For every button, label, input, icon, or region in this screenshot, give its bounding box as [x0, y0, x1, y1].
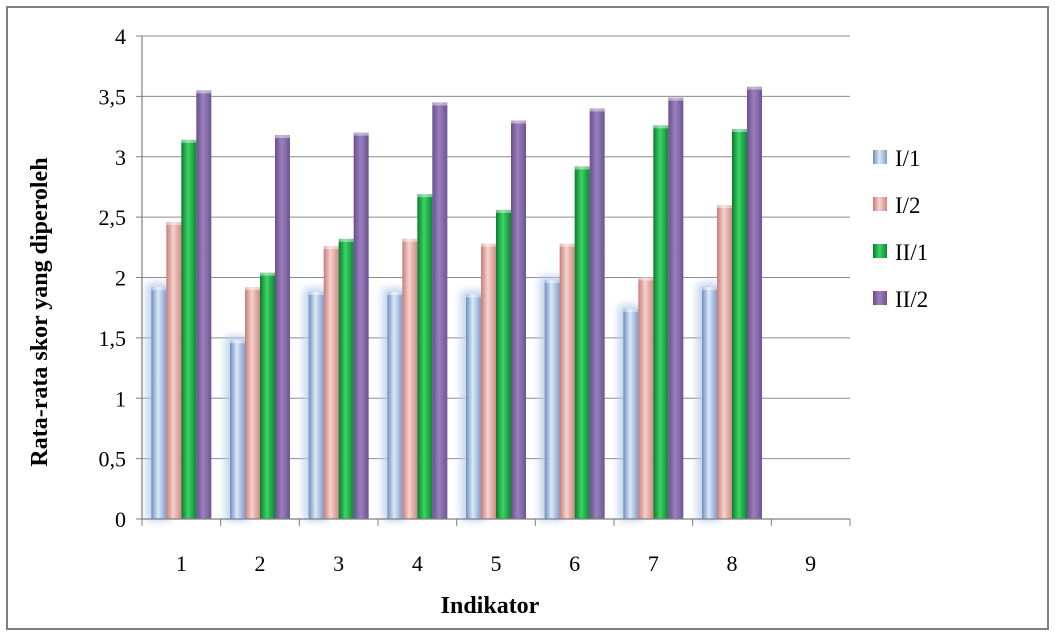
bar-ii-1-6: [574, 166, 590, 519]
bar-cap: [417, 194, 433, 198]
x-tick-label: 1: [176, 551, 187, 576]
legend-swatch: [873, 197, 887, 211]
bar-i-2-6: [559, 243, 575, 519]
bar-i-1-4: [387, 291, 403, 519]
x-tick-label: 3: [333, 551, 344, 576]
bar-cap: [432, 102, 448, 106]
bar-ii-2-3: [353, 132, 369, 519]
bar-ii-1-3: [338, 238, 354, 520]
bar-i-2-1: [166, 221, 182, 519]
legend-swatch: [873, 244, 887, 258]
bar-ii-2-2: [275, 135, 290, 519]
bar-ii-1-2: [260, 272, 275, 519]
bar-i-2-7: [638, 277, 654, 519]
legend-label: I/2: [895, 193, 921, 218]
y-axis-tick-labels: 0 0,5 1 1,5 2 2,5 3 3,5 4: [99, 24, 127, 532]
bar-cap: [353, 132, 369, 136]
bar-i-1-6: [544, 279, 560, 519]
axes: [141, 36, 851, 526]
bar-cap: [511, 120, 526, 124]
x-tick-label: 8: [727, 551, 738, 576]
bar-cap: [717, 205, 732, 209]
bar-cap: [747, 86, 762, 90]
bar-ii-2-6: [589, 108, 605, 519]
bar-cap: [230, 340, 245, 344]
y-tick-label: 3: [115, 145, 126, 170]
bar-cap: [387, 291, 403, 295]
bar-i-2-5: [481, 243, 496, 519]
bar-i-1-7: [623, 308, 639, 519]
legend-label: I/1: [895, 146, 921, 171]
bar-ii-1-5: [496, 209, 511, 519]
x-tick-label: 7: [648, 551, 659, 576]
bar-ii-1-1: [181, 139, 197, 519]
bar-cap: [166, 221, 182, 225]
bar-cap: [481, 243, 496, 247]
bar-ii-1-4: [417, 194, 433, 519]
y-tick-label: 0: [115, 507, 126, 532]
x-tick-label: 9: [805, 551, 816, 576]
bar-cap: [245, 287, 260, 291]
bar-cap: [402, 238, 418, 242]
bar-cap: [275, 135, 290, 139]
y-tick-label: 3,5: [99, 84, 127, 109]
bar-ii-1-7: [653, 125, 669, 519]
bar-ii-2-7: [668, 97, 684, 520]
bar-cap: [496, 209, 511, 213]
y-tick-label: 4: [115, 24, 126, 49]
bar-cap: [544, 279, 560, 283]
bar-i-2-8: [717, 205, 732, 520]
bar-cap: [702, 287, 717, 291]
bar-i-2-2: [245, 287, 260, 519]
bar-cap: [732, 128, 747, 132]
bar-ii-2-8: [747, 86, 762, 519]
bar-i-2-4: [402, 238, 418, 520]
x-tick-label: 4: [412, 551, 423, 576]
bar-cap: [574, 166, 590, 170]
bar-cap: [638, 277, 654, 281]
legend-swatch: [873, 291, 887, 305]
bars: [146, 86, 762, 521]
bar-ii-1-8: [732, 128, 747, 520]
legend-swatch: [873, 150, 887, 164]
bar-cap: [338, 238, 354, 242]
bar-cap: [323, 246, 339, 250]
bar-i-1-3: [308, 291, 324, 519]
y-tick-label: 2: [115, 266, 126, 291]
bar-cap: [196, 90, 212, 94]
y-tick-label: 0,5: [99, 447, 127, 472]
bar-cap: [559, 243, 575, 247]
x-axis-title: Indikator: [441, 593, 540, 619]
legend: I/1 I/2 II/1 II/2: [873, 146, 928, 312]
bar-cap: [623, 308, 639, 312]
bar-ii-2-5: [511, 120, 526, 520]
y-tick-label: 1,5: [99, 326, 127, 351]
bar-cap: [308, 291, 324, 295]
y-tick-label: 2,5: [99, 205, 127, 230]
bar-i-1-8: [702, 287, 717, 519]
bar-cap: [181, 139, 197, 143]
x-tick-label: 6: [569, 551, 580, 576]
bar-cap: [589, 108, 605, 112]
bar-cap: [668, 97, 684, 101]
bar-cap: [653, 125, 669, 129]
bar-i-1-5: [466, 294, 481, 519]
bar-i-1-2: [230, 340, 245, 519]
bar-ii-2-1: [196, 90, 212, 520]
bar-cap: [260, 272, 275, 276]
bar-cap: [466, 294, 481, 298]
x-tick-label: 5: [491, 551, 502, 576]
y-axis-title: Rata-rata skor yang diperoleh: [27, 157, 53, 466]
bar-i-2-3: [323, 246, 339, 520]
y-tick-label: 1: [115, 386, 126, 411]
legend-label: II/2: [895, 287, 928, 312]
x-axis-tick-labels: 1 2 3 4 5 6 7 8 9: [176, 551, 816, 576]
legend-label: II/1: [895, 240, 928, 265]
x-tick-label: 2: [255, 551, 266, 576]
bar-cap: [151, 287, 167, 291]
bar-i-1-1: [151, 287, 167, 519]
bar-ii-2-4: [432, 102, 448, 519]
